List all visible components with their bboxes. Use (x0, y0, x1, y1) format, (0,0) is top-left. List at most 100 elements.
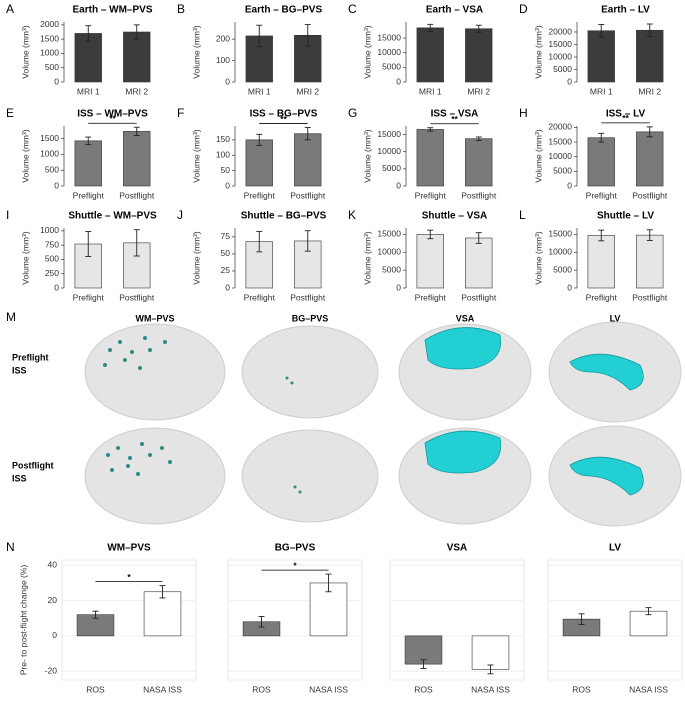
x-tick-label: ROS (414, 684, 433, 694)
y-tick-label: 20000 (548, 122, 572, 132)
bar (471, 635, 510, 670)
x-tick-label: ROS (252, 684, 271, 694)
chart-title: ISS – BG–PVS (250, 109, 318, 120)
y-tick-label: 100 (216, 55, 230, 65)
x-tick-label: MRI 2 (638, 86, 661, 96)
panel-letter: K (348, 208, 356, 222)
panel-letter: A (6, 2, 14, 16)
y-tick-label: 1000 (40, 48, 59, 58)
chart-title: Shuttle – VSA (422, 211, 488, 222)
bar (123, 131, 151, 187)
panel-letter: F (177, 106, 184, 120)
y-tick-label: 150 (216, 134, 230, 144)
panel-letter: M (6, 310, 16, 324)
x-tick-label: MRI 2 (467, 86, 490, 96)
significance-label: * (293, 560, 297, 570)
facet-frame (389, 559, 525, 681)
bar (416, 27, 444, 83)
y-tick-label: 1000 (40, 225, 59, 235)
panel-letter: N (6, 540, 15, 554)
y-tick-label: 0 (225, 180, 230, 190)
y-tick-label: 10000 (548, 247, 572, 257)
column-title: VSA (456, 313, 475, 323)
y-axis-label: Volume (mm³) (20, 25, 30, 79)
y-tick-label: 10000 (377, 47, 401, 57)
y-tick-label: 100 (216, 149, 230, 159)
brain-renderings (84, 321, 682, 527)
bar (294, 133, 322, 187)
significance-label: * (127, 572, 131, 582)
row-label: ISS (12, 473, 27, 483)
x-tick-label: Postflight (632, 292, 668, 302)
y-tick-label: 5000 (382, 264, 401, 274)
y-tick-label: 5000 (553, 166, 572, 176)
x-tick-label: Postflight (119, 292, 155, 302)
significance-label: ** (109, 114, 116, 124)
facet-title: WM–PVS (107, 543, 151, 554)
x-tick-label: Preflight (244, 190, 276, 200)
y-tick-label: 2000 (40, 19, 59, 29)
x-tick-label: MRI 1 (419, 86, 442, 96)
x-tick-label: NASA ISS (471, 684, 510, 694)
y-axis-label: Volume (mm³) (533, 25, 543, 79)
y-tick-label: 5000 (553, 64, 572, 74)
y-tick-label: 0 (54, 180, 59, 190)
bar (636, 29, 664, 83)
y-axis-label: Volume (mm³) (20, 231, 30, 285)
bar (636, 131, 664, 187)
chart-title: Shuttle – BG–PVS (241, 211, 327, 222)
y-tick-label: 10000 (377, 247, 401, 257)
bar (636, 234, 664, 289)
y-tick-label: 10000 (377, 146, 401, 156)
x-tick-label: Postflight (290, 190, 326, 200)
column-title: BG–PVS (292, 313, 329, 323)
column-title: LV (610, 313, 621, 323)
bar (587, 235, 615, 289)
y-tick-label: 0 (396, 76, 401, 86)
y-tick-label: 0 (54, 76, 59, 86)
x-tick-label: ROS (86, 684, 105, 694)
chart-title: Earth – BG–PVS (245, 5, 323, 16)
y-tick-label: 0 (54, 282, 59, 292)
bar (465, 28, 493, 83)
x-tick-label: Preflight (415, 292, 447, 302)
y-axis-label: Volume (mm³) (191, 25, 201, 79)
x-tick-label: NASA ISS (629, 684, 668, 694)
y-axis-label: Volume (mm³) (362, 129, 372, 183)
chart-title: Earth – VSA (426, 5, 483, 16)
y-tick-label: 1500 (40, 33, 59, 43)
y-tick-label: 0 (567, 180, 572, 190)
y-axis-label: Pre- to post-flight change (%) (18, 565, 28, 676)
y-tick-label: 1500 (40, 133, 59, 143)
y-tick-label: 0 (225, 76, 230, 86)
x-tick-label: NASA ISS (309, 684, 348, 694)
y-tick-label: 0 (567, 76, 572, 86)
y-axis-label: Volume (mm³) (191, 129, 201, 183)
x-tick-label: MRI 2 (125, 86, 148, 96)
y-axis-label: Volume (mm³) (20, 129, 30, 183)
chart-title: Shuttle – WM–PVS (68, 211, 157, 222)
y-tick-label: 5000 (382, 163, 401, 173)
y-tick-label: 750 (45, 239, 59, 249)
x-tick-label: MRI 2 (296, 86, 319, 96)
significance-label: ** (622, 113, 629, 123)
bar (416, 129, 444, 187)
y-tick-label: 500 (45, 62, 59, 72)
chart-title: ISS – LV (606, 109, 646, 120)
panel-letter: I (6, 208, 9, 222)
x-tick-label: Preflight (73, 292, 105, 302)
y-tick-label: 5000 (382, 62, 401, 72)
y-tick-label: 15000 (377, 229, 401, 239)
row-label: Postflight (12, 460, 54, 470)
row-label: Preflight (12, 352, 49, 362)
y-tick-label: 15000 (548, 229, 572, 239)
facet-frame (61, 559, 197, 681)
panel-letter: D (519, 2, 528, 16)
facet-title: LV (609, 543, 621, 554)
x-tick-label: Preflight (73, 190, 105, 200)
facet-frame (227, 559, 363, 681)
y-tick-label: 15000 (377, 129, 401, 139)
x-tick-label: Postflight (632, 190, 668, 200)
x-tick-label: Postflight (461, 292, 497, 302)
